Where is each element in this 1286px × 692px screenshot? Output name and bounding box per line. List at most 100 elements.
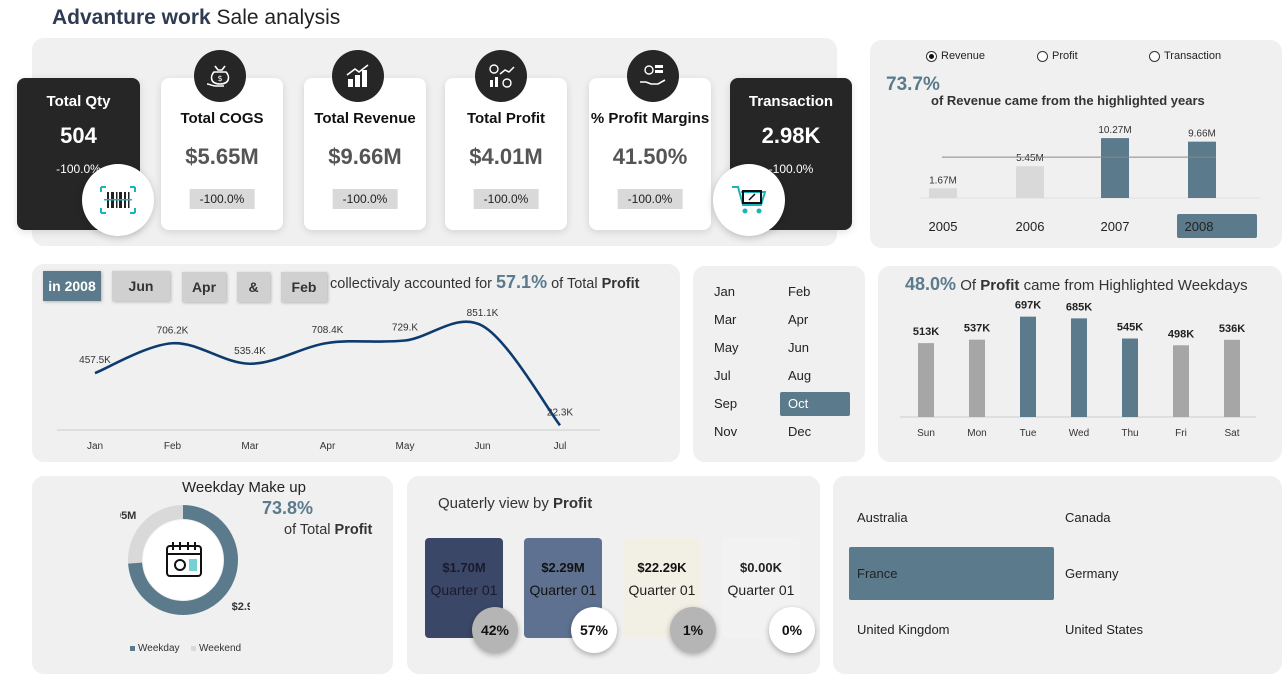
month-item-jun[interactable]: Jun (788, 340, 809, 355)
bar-label-2007: 10.27M (1098, 125, 1131, 136)
makeup-pre: of Total (284, 522, 331, 538)
month-item-aug[interactable]: Aug (788, 368, 812, 383)
makeup-pct: 73.8% (262, 498, 314, 518)
quarter-pct-badge: 1% (670, 607, 716, 653)
slice-weekday (128, 505, 238, 615)
legend-label: Weekend (199, 643, 242, 654)
chip-feb[interactable]: Feb (281, 272, 327, 302)
month-item-sep[interactable]: Sep (714, 396, 738, 411)
shopping-cart-icon (713, 164, 785, 236)
month-tick-Jul: Jul (554, 441, 567, 452)
radio-label: Transaction (1164, 50, 1222, 62)
makeup-title: Weekday Make up (182, 479, 306, 496)
bar-sat (1224, 339, 1240, 417)
month-item-jan[interactable]: Jan (714, 284, 735, 299)
weekday-caption: 48.0% Of Profit came from Highlighted We… (905, 274, 1248, 295)
makeup-bold: Profit (334, 522, 373, 538)
title-bold: Advanture work (52, 6, 211, 29)
svg-text:$: $ (217, 74, 222, 83)
bar-label-2006: 5.45M (1016, 153, 1044, 164)
legend-weekend: Weekend (191, 643, 241, 654)
caption-post: of Total (551, 276, 598, 292)
bar-2008 (1188, 141, 1216, 198)
weekday-tick-sun: Sun (917, 428, 935, 439)
selected-year-box (1177, 214, 1257, 238)
month-item-nov[interactable]: Nov (714, 424, 738, 439)
hand-coins-icon (627, 50, 679, 102)
month-item-apr[interactable]: Apr (788, 312, 809, 327)
makeup-donut-chart: $2.96M $1.05M (120, 505, 250, 615)
month-tick-Mar: Mar (241, 441, 259, 452)
weekday-bold: Profit (980, 277, 1020, 294)
month-tick-Apr: Apr (320, 441, 336, 452)
quarter-pct-badge: 57% (571, 607, 617, 653)
radio-revenue[interactable]: Revenue (926, 50, 985, 62)
kpi-title: Total Profit (466, 110, 546, 127)
country-item-france[interactable]: France (849, 547, 1054, 600)
month-item-mar[interactable]: Mar (714, 312, 737, 327)
bar-2006 (1016, 166, 1044, 198)
kpi-value: 41.50% (612, 144, 688, 169)
calendar-icon (164, 540, 204, 580)
month-item-jul[interactable]: Jul (714, 368, 731, 383)
dashboard-title: Advanture work Sale analysis (52, 6, 340, 30)
kpi-change: -100.0% (617, 189, 683, 209)
country-item-canada[interactable]: Canada (1065, 510, 1111, 525)
weekday-pre: Of (960, 277, 977, 294)
quarterly-title: Quaterly view by Profit (438, 495, 592, 512)
quarter-value: $0.00K (740, 560, 782, 575)
bar-2005 (929, 188, 957, 198)
yearly-bar-chart: 1.67M 2005 5.45M 2006 10.27M 2007 9.66M 2008 (920, 125, 1260, 238)
kpi-title: Total Revenue (314, 110, 416, 127)
country-item-australia[interactable]: Australia (857, 510, 908, 525)
bar-label-tue: 697K (1015, 300, 1041, 312)
radio-transaction[interactable]: Transaction (1149, 50, 1221, 62)
bar-tue (1020, 316, 1036, 417)
kpi-value: $9.66M (328, 144, 402, 169)
chip-jun[interactable]: Jun (112, 271, 170, 301)
weekday-tick-tue: Tue (1020, 428, 1037, 439)
weekday-bar-chart: 513K Sun 537K Mon 697K Tue 685K Wed 545K Thu 498K F… (900, 300, 1256, 439)
radio-label: Revenue (941, 50, 986, 62)
month-tick-Feb: Feb (164, 441, 182, 452)
bar-label-thu: 545K (1117, 322, 1143, 334)
month-item-may[interactable]: May (714, 340, 739, 355)
country-item-united-kingdom[interactable]: United Kingdom (857, 622, 950, 637)
country-item-united-states[interactable]: United States (1065, 622, 1144, 637)
slice-label-weekday: $2.96M (232, 601, 250, 613)
caption-bold: Profit (601, 276, 640, 292)
legend-swatch (191, 646, 196, 651)
radio-dot (926, 50, 937, 62)
month-tick-May: May (396, 441, 415, 452)
quarterly-title-pre: Quaterly view by (438, 495, 549, 512)
country-item-germany[interactable]: Germany (1065, 566, 1119, 581)
monthly-caption: collectivaly accounted for 57.1% of Tota… (330, 272, 640, 293)
point-label-May: 729.K (392, 323, 418, 334)
chip-year[interactable]: in 2008 (43, 271, 101, 301)
weekday-tick-fri: Fri (1175, 428, 1187, 439)
slice-label-weekend: $1.05M (120, 510, 136, 522)
chip-and[interactable]: & (237, 272, 270, 302)
quarter-label: Quarter 01 (529, 582, 597, 598)
month-item-feb[interactable]: Feb (788, 284, 811, 299)
kpi-change: -100.0% (189, 189, 255, 209)
radio-dot (1149, 50, 1160, 62)
radio-label: Profit (1052, 50, 1078, 62)
weekday-tick-sat: Sat (1224, 428, 1239, 439)
quarter-value: $22.29K (637, 560, 687, 575)
radio-profit[interactable]: Profit (1037, 50, 1078, 62)
quarter-card: $2.29M Quarter 01 (524, 538, 602, 638)
month-item-dec[interactable]: Dec (788, 424, 812, 439)
chip-apr[interactable]: Apr (182, 272, 226, 302)
month-tick-Jun: Jun (474, 441, 490, 452)
quarter-pct-badge: 42% (472, 607, 518, 653)
kpi-change: -100.0% (56, 162, 101, 176)
kpi-total-profit: Total Profit $4.01M -100.0% (445, 78, 567, 230)
month-item-oct[interactable]: Oct (780, 392, 850, 416)
month-slicer (693, 266, 865, 462)
legend-swatch (130, 646, 135, 651)
quarter-pct-badge: 0% (769, 607, 815, 653)
point-label-Jul: 22.3K (547, 407, 573, 418)
quarter-label: Quarter 01 (727, 582, 795, 598)
kpi-title: Total COGS (180, 110, 264, 127)
